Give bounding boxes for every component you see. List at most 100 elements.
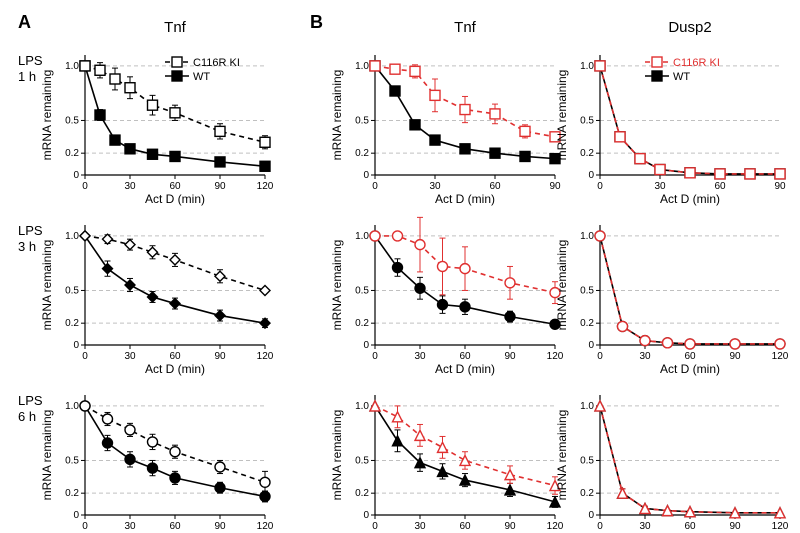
- svg-text:30: 30: [414, 351, 426, 362]
- svg-text:1.0: 1.0: [65, 401, 79, 412]
- svg-text:0.2: 0.2: [580, 148, 594, 159]
- row-label-1-1: LPS: [18, 223, 43, 238]
- svg-text:Act D (min): Act D (min): [435, 362, 495, 376]
- svg-text:mRNA remaining: mRNA remaining: [330, 410, 344, 501]
- svg-text:90: 90: [214, 181, 226, 192]
- svg-text:0: 0: [73, 510, 79, 521]
- svg-text:90: 90: [549, 181, 561, 192]
- svg-text:0: 0: [372, 351, 378, 362]
- svg-text:0: 0: [588, 340, 594, 351]
- svg-text:0: 0: [82, 351, 88, 362]
- row-label-0-1: LPS: [18, 53, 43, 68]
- svg-text:90: 90: [504, 351, 516, 362]
- svg-text:1.0: 1.0: [580, 231, 594, 242]
- svg-text:120: 120: [257, 351, 274, 362]
- plot-B_dusp2_6h: 030609012000.20.51.0Act D (min)mRNA rema…: [555, 395, 789, 533]
- svg-text:1.0: 1.0: [65, 231, 79, 242]
- plot-A_1h: 0 30 60 90 120 0 0.2 0.5 1.0 Act D (min) mRNA rema…: [40, 55, 274, 206]
- svg-text:Act D (min): Act D (min): [435, 192, 495, 206]
- svg-text:60: 60: [169, 521, 181, 532]
- svg-text:mRNA remaining: mRNA remaining: [555, 240, 569, 331]
- col-title-b-tnf: Tnf: [454, 19, 477, 36]
- svg-text:0: 0: [372, 521, 378, 532]
- col-title-a-tnf: Tnf: [164, 19, 187, 36]
- svg-text:30: 30: [124, 181, 136, 192]
- svg-text:Act D (min): Act D (min): [660, 362, 720, 376]
- svg-text:120: 120: [257, 181, 274, 192]
- plot-B_dusp2_1h: 030609000.20.51.0Act D (min)mRNA remaini…: [555, 55, 786, 206]
- svg-text:0: 0: [588, 170, 594, 181]
- svg-text:1.0: 1.0: [355, 61, 369, 72]
- svg-text:60: 60: [684, 351, 696, 362]
- svg-text:mRNA remaining: mRNA remaining: [330, 70, 344, 161]
- svg-text:0.5: 0.5: [580, 115, 594, 126]
- row-label-0-2: 1 h: [18, 69, 36, 84]
- svg-text:0.5: 0.5: [580, 285, 594, 296]
- svg-text:0.2: 0.2: [580, 318, 594, 329]
- svg-text:120: 120: [547, 351, 564, 362]
- plot-B_tnf_3h: 030609012000.20.51.0Act D (min)mRNA rema…: [330, 217, 564, 376]
- legend-a: C116R KI WT: [165, 57, 240, 83]
- row-label-2-2: 6 h: [18, 409, 36, 424]
- svg-text:0.2: 0.2: [580, 488, 594, 499]
- plot-A_3h: 030609012000.20.51.0Act D (min)mRNA rema…: [40, 225, 274, 376]
- row-label-1-2: 3 h: [18, 239, 36, 254]
- svg-text:30: 30: [429, 181, 441, 192]
- svg-text:0: 0: [363, 510, 369, 521]
- svg-text:0.2: 0.2: [355, 318, 369, 329]
- svg-text:0.5: 0.5: [65, 455, 79, 466]
- svg-text:0: 0: [73, 340, 79, 351]
- plot-B_tnf_6h: 030609012000.20.51.0Act D (min)mRNA rema…: [330, 395, 564, 533]
- svg-text:mRNA remaining: mRNA remaining: [40, 240, 54, 331]
- svg-text:0: 0: [73, 170, 79, 181]
- svg-text:0.5: 0.5: [355, 455, 369, 466]
- svg-text:30: 30: [654, 181, 666, 192]
- svg-text:0.5: 0.5: [355, 285, 369, 296]
- svg-text:90: 90: [774, 181, 786, 192]
- svg-text:30: 30: [639, 351, 651, 362]
- panel-letter-b: B: [310, 12, 323, 32]
- svg-text:mRNA remaining: mRNA remaining: [555, 410, 569, 501]
- svg-text:0: 0: [597, 521, 603, 532]
- svg-text:0.5: 0.5: [65, 115, 79, 126]
- svg-text:0: 0: [363, 170, 369, 181]
- svg-text:0.2: 0.2: [65, 318, 79, 329]
- svg-text:1.0: 1.0: [580, 401, 594, 412]
- svg-text:mRNA remaining: mRNA remaining: [40, 70, 54, 161]
- svg-text:60: 60: [169, 351, 181, 362]
- svg-text:WT: WT: [193, 71, 210, 83]
- plot-B_tnf_1h: 030609000.20.51.0Act D (min)mRNA remaini…: [330, 55, 561, 206]
- svg-text:0: 0: [372, 181, 378, 192]
- svg-text:90: 90: [214, 351, 226, 362]
- svg-text:0.2: 0.2: [355, 488, 369, 499]
- svg-text:30: 30: [124, 521, 136, 532]
- svg-text:C116R KI: C116R KI: [193, 57, 240, 69]
- svg-text:60: 60: [169, 181, 181, 192]
- svg-text:0.2: 0.2: [355, 148, 369, 159]
- svg-text:Act D (min): Act D (min): [660, 192, 720, 206]
- legend-b: C116R KIWT: [645, 57, 720, 83]
- svg-text:0: 0: [82, 181, 88, 192]
- svg-text:1.0: 1.0: [355, 401, 369, 412]
- plot-B_dusp2_3h: 030609012000.20.51.0Act D (min)mRNA rema…: [555, 225, 789, 376]
- col-title-b-dusp2: Dusp2: [668, 19, 711, 36]
- svg-text:90: 90: [729, 351, 741, 362]
- svg-text:120: 120: [772, 351, 789, 362]
- svg-text:1.0: 1.0: [355, 231, 369, 242]
- svg-text:0.5: 0.5: [580, 455, 594, 466]
- svg-text:0.2: 0.2: [65, 488, 79, 499]
- svg-text:1.0: 1.0: [580, 61, 594, 72]
- svg-text:0.5: 0.5: [65, 285, 79, 296]
- svg-text:Act D (min): Act D (min): [145, 192, 205, 206]
- svg-text:60: 60: [489, 181, 501, 192]
- svg-text:1.0: 1.0: [65, 61, 79, 72]
- svg-text:30: 30: [639, 521, 651, 532]
- svg-text:WT: WT: [673, 71, 690, 83]
- svg-text:30: 30: [124, 351, 136, 362]
- svg-text:0.2: 0.2: [65, 148, 79, 159]
- svg-text:mRNA remaining: mRNA remaining: [40, 410, 54, 501]
- svg-text:90: 90: [504, 521, 516, 532]
- svg-text:120: 120: [257, 521, 274, 532]
- svg-text:120: 120: [772, 521, 789, 532]
- svg-text:60: 60: [684, 521, 696, 532]
